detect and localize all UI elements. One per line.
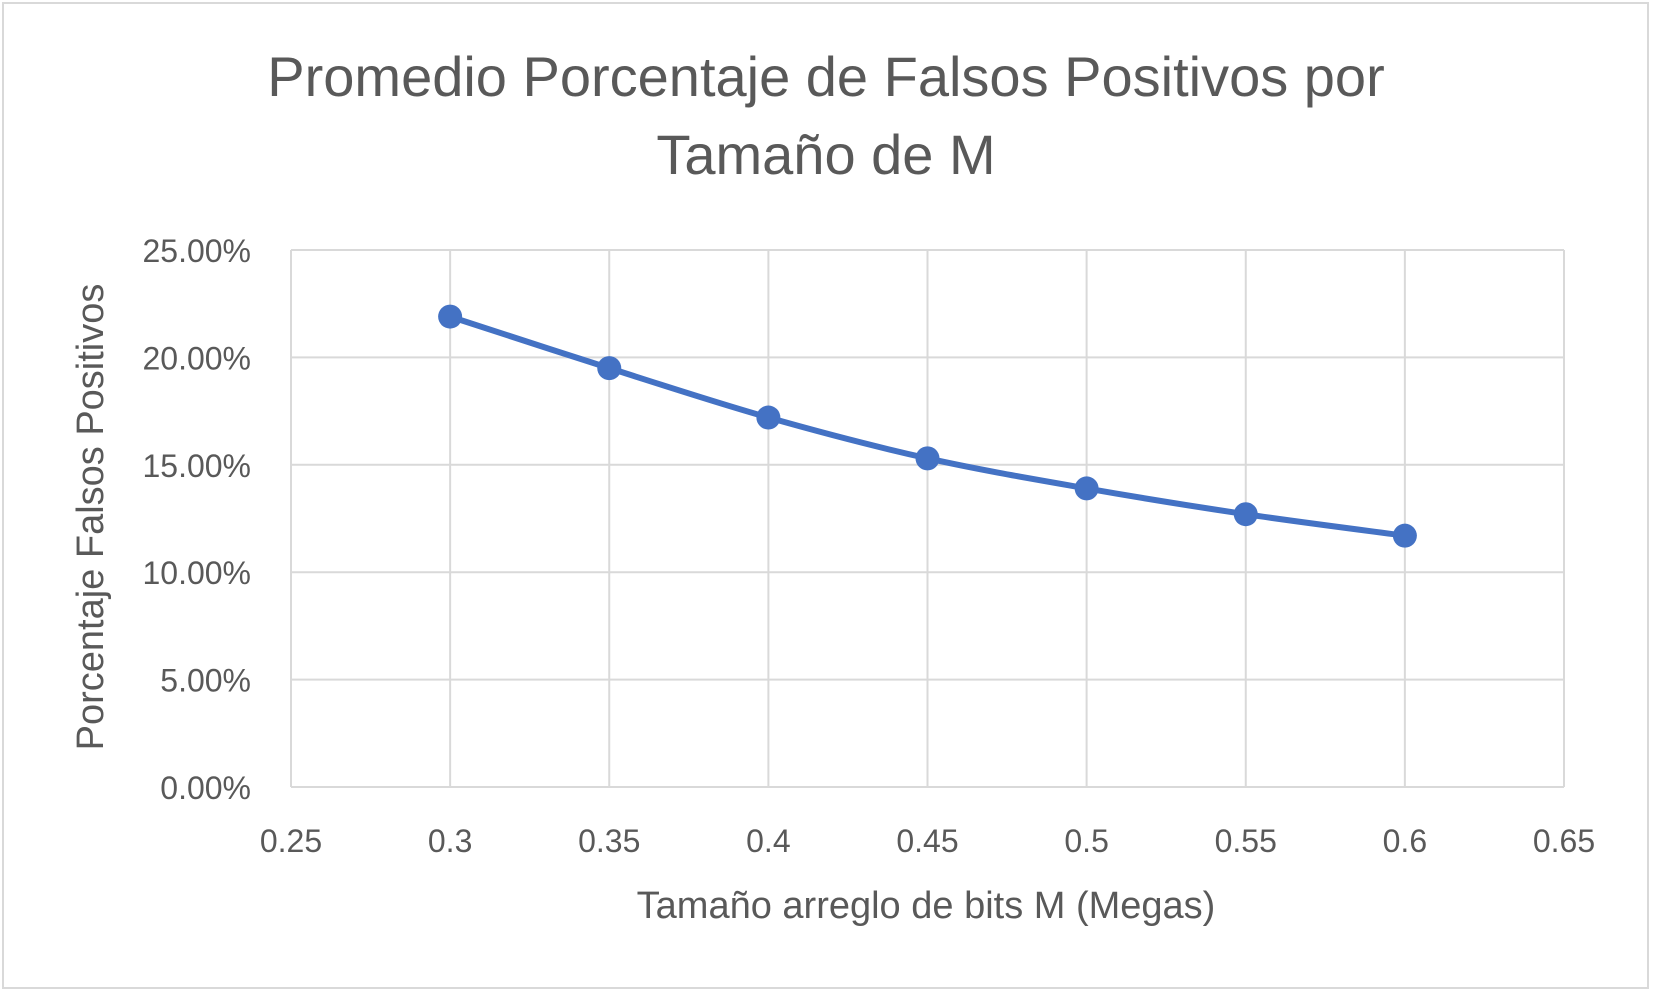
y-axis-title: Porcentaje Falsos Positivos: [70, 284, 112, 751]
x-tick-label: 0.25: [260, 823, 322, 859]
y-tick-label: 25.00%: [142, 233, 251, 269]
y-axis-tick-labels: 0.00% 5.00% 10.00% 15.00% 20.00% 25.00%: [142, 233, 251, 806]
y-tick-label: 5.00%: [160, 663, 251, 699]
x-tick-label: 0.4: [746, 823, 790, 859]
data-series: [438, 304, 1417, 548]
data-point: [1233, 502, 1258, 527]
x-tick-label: 0.3: [428, 823, 472, 859]
chart-title: Promedio Porcentaje de Falsos Positivos …: [267, 45, 1384, 186]
x-tick-label: 0.5: [1064, 823, 1108, 859]
data-point: [438, 304, 463, 329]
y-tick-label: 20.00%: [142, 340, 251, 376]
y-tick-label: 10.00%: [142, 555, 251, 591]
y-tick-label: 15.00%: [142, 448, 251, 484]
chart-title-line-1: Promedio Porcentaje de Falsos Positivos …: [267, 45, 1384, 108]
chart-title-line-2: Tamaño de M: [656, 123, 995, 186]
x-tick-label: 0.35: [578, 823, 640, 859]
x-tick-label: 0.6: [1383, 823, 1427, 859]
gridlines: [290, 249, 1565, 788]
x-axis-tick-labels: 0.25 0.3 0.35 0.4 0.45 0.5 0.55 0.6 0.65: [260, 823, 1595, 859]
x-tick-label: 0.55: [1215, 823, 1277, 859]
y-tick-label: 0.00%: [160, 770, 251, 806]
data-point: [915, 446, 940, 471]
data-point: [597, 356, 622, 381]
x-tick-label: 0.45: [896, 823, 958, 859]
x-tick-label: 0.65: [1533, 823, 1595, 859]
data-point: [1074, 476, 1099, 501]
data-point: [756, 405, 781, 430]
data-point: [1392, 523, 1417, 548]
x-axis-title: Tamaño arreglo de bits M (Megas): [637, 885, 1216, 927]
